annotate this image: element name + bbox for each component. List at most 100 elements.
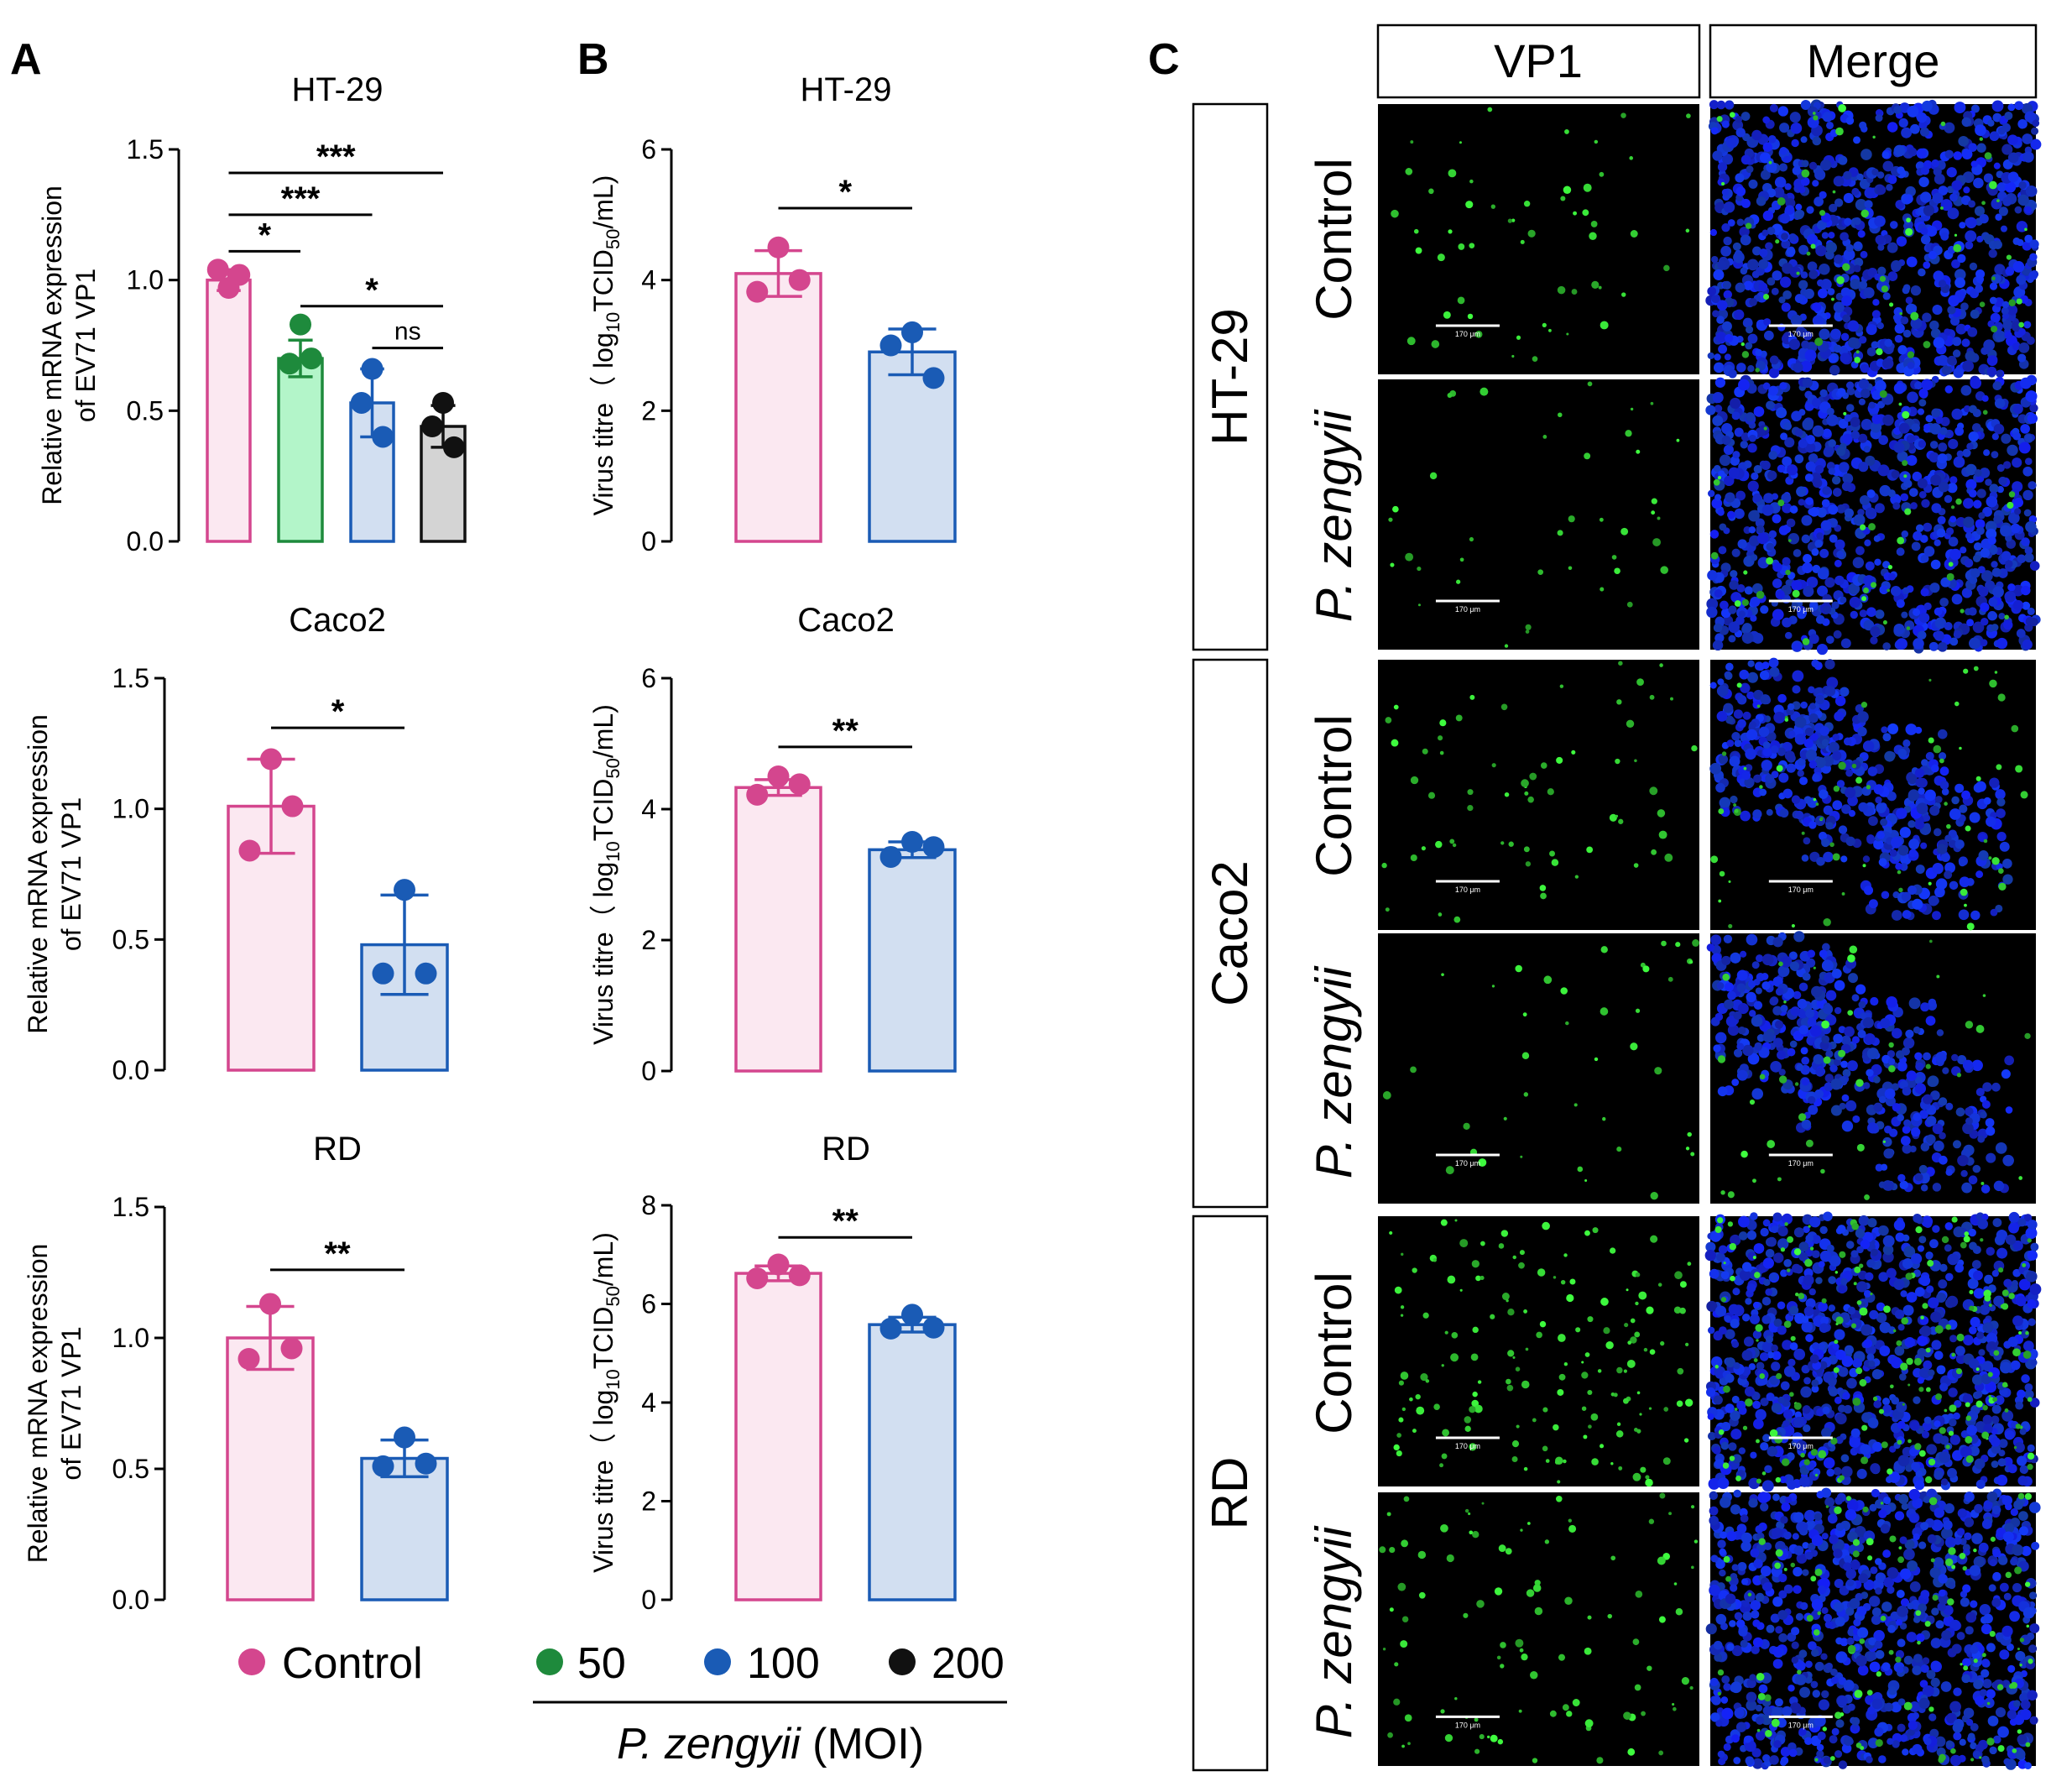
nucleus-dot xyxy=(1933,828,1942,837)
nucleus-dot xyxy=(1724,475,1735,487)
nucleus-dot xyxy=(1756,196,1767,206)
data-point-moi200 xyxy=(432,391,454,414)
nucleus-dot xyxy=(2001,433,2012,444)
nucleus-dot xyxy=(1914,1052,1923,1061)
vp1-signal-dot xyxy=(1467,804,1474,812)
nucleus-dot xyxy=(1887,242,1898,253)
nucleus-dot xyxy=(1797,609,1807,619)
nucleus-dot xyxy=(1965,241,1974,250)
nucleus-dot xyxy=(2008,1211,2020,1223)
vp1-signal-dot xyxy=(1406,337,1416,346)
nucleus-dot xyxy=(1917,1348,1927,1358)
legend-group-italic: P. zengyii xyxy=(617,1720,801,1768)
nucleus-dot xyxy=(1759,248,1768,258)
nucleus-dot xyxy=(1975,285,1984,293)
vp1-signal-dot xyxy=(1569,1278,1576,1285)
vp1-signal-dot xyxy=(1629,156,1634,160)
nucleus-dot xyxy=(1712,1446,1721,1455)
nucleus-dot xyxy=(2007,444,2018,457)
data-point-moi100 xyxy=(922,1316,945,1339)
vp1-signal-dot xyxy=(1591,280,1600,289)
nucleus-dot xyxy=(1809,703,1817,710)
nucleus-dot xyxy=(1779,276,1792,288)
nucleus-dot xyxy=(1720,1271,1730,1280)
nucleus-dot xyxy=(1951,180,1963,191)
nucleus-dot xyxy=(1833,301,1845,313)
vp1-signal-dot xyxy=(1801,831,1805,835)
row-label-ht29: HT-29 xyxy=(1202,308,1258,445)
nucleus-dot xyxy=(1923,205,1935,217)
vp1-signal-dot xyxy=(1405,168,1413,175)
nucleus-dot xyxy=(1746,1283,1756,1293)
nucleus-dot xyxy=(1714,1032,1727,1044)
nucleus-dot xyxy=(1947,306,1956,315)
nucleus-dot xyxy=(1977,1219,1989,1230)
vp1-signal-dot xyxy=(1775,1476,1782,1483)
vp1-signal-dot xyxy=(1991,325,1998,333)
nucleus-dot xyxy=(1803,1377,1811,1385)
nucleus-dot xyxy=(1876,171,1885,179)
vp1-signal-dot xyxy=(1564,129,1569,134)
nucleus-dot xyxy=(1791,138,1799,148)
nucleus-dot xyxy=(1777,464,1786,473)
nucleus-dot xyxy=(1751,129,1762,141)
nucleus-dot xyxy=(1737,539,1747,549)
nucleus-dot xyxy=(1800,1386,1812,1398)
data-point-moi100 xyxy=(879,845,902,868)
nucleus-dot xyxy=(1915,865,1925,874)
nucleus-dot xyxy=(1709,762,1722,775)
nucleus-dot xyxy=(2024,546,2033,555)
nucleus-dot xyxy=(1782,503,1793,514)
vp1-signal-dot xyxy=(1805,1139,1814,1147)
nucleus-dot xyxy=(1961,588,1973,598)
nucleus-dot xyxy=(1870,1248,1878,1256)
nucleus-dot xyxy=(1921,100,1933,112)
nucleus-dot xyxy=(1887,489,1896,498)
nucleus-dot xyxy=(1917,1245,1925,1252)
vp1-signal-dot xyxy=(1422,1312,1429,1319)
vp1-signal-dot xyxy=(1440,1219,1448,1226)
vp1-signal-dot xyxy=(1537,569,1544,575)
vp1-signal-dot xyxy=(1960,1241,1967,1249)
vp1-signal-dot xyxy=(1993,1350,2000,1356)
vp1-signal-dot xyxy=(1627,1340,1632,1345)
vp1-signal-dot xyxy=(2027,1452,2035,1460)
nucleus-dot xyxy=(1939,1435,1949,1445)
nucleus-dot xyxy=(1945,1168,1953,1176)
vp1-signal-dot xyxy=(1660,1340,1665,1346)
nucleus-dot xyxy=(1907,362,1915,369)
nucleus-dot xyxy=(1852,1115,1861,1123)
vp1-signal-dot xyxy=(1898,402,1902,406)
vp1-signal-dot xyxy=(1897,870,1902,875)
nucleus-dot xyxy=(1983,173,1994,183)
vp1-signal-dot xyxy=(1924,1476,1933,1484)
nucleus-dot xyxy=(1746,259,1759,271)
nucleus-dot xyxy=(1775,1698,1783,1707)
scale-bar-label: 170 μm xyxy=(1788,330,1814,338)
nucleus-dot xyxy=(1811,659,1819,668)
nucleus-dot xyxy=(1710,127,1719,135)
vp1-signal-dot xyxy=(1973,666,1979,671)
nucleus-dot xyxy=(2016,1455,2028,1466)
nucleus-dot xyxy=(1914,381,1923,390)
data-point-moi100 xyxy=(922,367,945,389)
nucleus-dot xyxy=(1831,601,1840,609)
nucleus-dot xyxy=(1751,961,1760,969)
vp1-signal-dot xyxy=(1626,601,1633,608)
nucleus-dot xyxy=(1969,576,1978,585)
vp1-signal-dot xyxy=(1794,1082,1799,1086)
nucleus-dot xyxy=(1847,1306,1856,1315)
nucleus-dot xyxy=(1742,1044,1754,1057)
nucleus-dot xyxy=(1754,1042,1762,1051)
vp1-signal-dot xyxy=(1838,1049,1846,1058)
y-axis-label-part: TCID xyxy=(588,1307,618,1370)
nucleus-dot xyxy=(1821,739,1829,747)
nucleus-dot xyxy=(1921,379,1934,391)
nucleus-dot xyxy=(1990,908,1998,917)
nucleus-dot xyxy=(1978,586,1989,597)
nucleus-dot xyxy=(1826,407,1834,416)
nucleus-dot xyxy=(1755,427,1766,438)
nucleus-dot xyxy=(1728,369,1737,379)
nucleus-dot xyxy=(1999,841,2010,852)
nucleus-dot xyxy=(1717,162,1728,172)
